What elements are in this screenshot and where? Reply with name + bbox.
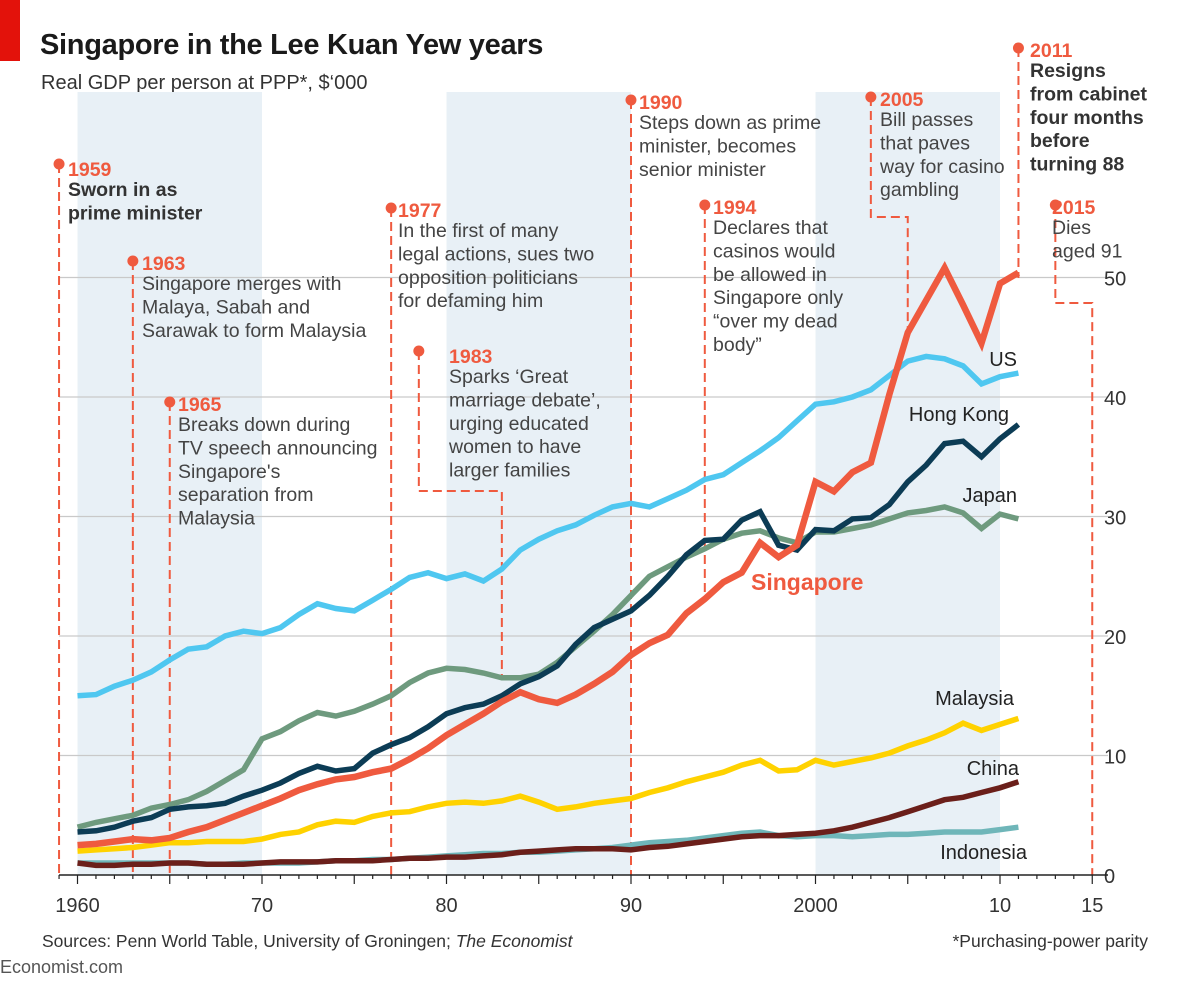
annotation-text-1994: casinos would (713, 240, 835, 262)
annotation-text-1959: prime minister (68, 202, 203, 224)
annotation-text-2015: Dies (1052, 217, 1091, 239)
annotation-text-1994: “over my dead (713, 311, 838, 333)
annotation-text-1965: Breaks down during (178, 414, 350, 436)
x-tick-label: 2000 (793, 895, 838, 917)
annotation-text-2011: four months (1030, 107, 1144, 129)
chart-subtitle: Real GDP per person at PPP*, $‘000 (41, 72, 368, 94)
annotation-dot-2011 (1012, 42, 1024, 54)
annotation-year-1977: 1977 (398, 200, 441, 222)
y-tick-label: 40 (1104, 388, 1126, 410)
annotation-year-1990: 1990 (639, 92, 683, 114)
annotation-text-1965: TV speech announcing (178, 437, 377, 459)
annotation-year-2011: 2011 (1030, 40, 1072, 62)
series-line-us (77, 353, 1019, 699)
x-tick-label: 80 (435, 895, 457, 917)
annotation-text-1983: marriage debate’, (449, 389, 601, 411)
annotation-line-2015 (1054, 205, 1094, 875)
annotation-year-1983: 1983 (449, 346, 493, 368)
annotation-text-1965: separation from (178, 484, 313, 506)
annotation-text-2005: Bill passes (880, 109, 973, 131)
annotation-dot-1977 (385, 202, 397, 214)
x-tick-label: 90 (620, 895, 642, 917)
series-label-singapore: Singapore (751, 569, 863, 595)
brand-watermark: Economist.com (0, 957, 124, 977)
x-tick-label: 10 (989, 895, 1011, 917)
x-tick-label: 1960 (55, 895, 100, 917)
annotation-text-1977: for defaming him (398, 290, 543, 312)
series-label-us: US (989, 349, 1017, 371)
ppp-footnote: *Purchasing-power parity (952, 931, 1148, 951)
annotation-text-1994: be allowed in (713, 264, 827, 286)
series-line-hong_kong (77, 422, 1021, 835)
annotation-year-2015: 2015 (1052, 197, 1096, 219)
annotation-text-2011: turning 88 (1030, 154, 1124, 176)
red-corner-tag (0, 0, 20, 61)
annotation-text-1963: Sarawak to form Malaysia (142, 320, 366, 342)
sources-text: Sources: Penn World Table, University of… (42, 931, 456, 951)
shaded-period-1 (446, 92, 631, 875)
annotation-text-2011: from cabinet (1030, 83, 1148, 105)
series-label-japan: Japan (963, 485, 1018, 507)
sources-note: Sources: Penn World Table, University of… (42, 931, 572, 952)
annotation-line-1983 (417, 351, 503, 680)
y-tick-label: 20 (1104, 627, 1126, 649)
annotation-text-2005: gambling (880, 179, 959, 201)
annotation-text-1994: Declares that (713, 217, 828, 239)
series-line-china (77, 779, 1020, 869)
annotation-text-1963: Singapore merges with (142, 273, 341, 295)
annotation-text-1983: women to have (448, 436, 581, 458)
annotation-dot-1965 (164, 396, 176, 408)
annotation-text-2005: that paves (880, 132, 970, 154)
series-label-indonesia: Indonesia (940, 842, 1028, 864)
annotation-text-2005: way for casino (879, 156, 1005, 178)
annotation-text-1965: Malaysia (178, 508, 255, 530)
annotation-text-1977: opposition politicians (398, 267, 578, 289)
series-label-china: China (967, 758, 1020, 780)
annotation-dot-1959 (53, 158, 65, 170)
y-tick-label: 10 (1104, 747, 1126, 769)
annotation-text-1990: minister, becomes (639, 135, 796, 157)
annotation-text-1990: senior minister (639, 159, 766, 181)
annotation-text-1983: urging educated (449, 413, 589, 435)
y-tick-label: 0 (1104, 866, 1115, 888)
x-tick-label: 15 (1081, 895, 1103, 917)
annotation-text-2015: aged 91 (1052, 240, 1123, 262)
annotation-text-1959: Sworn in as (68, 179, 178, 201)
chart-title: Singapore in the Lee Kuan Yew years (40, 29, 544, 61)
annotation-text-1965: Singapore's (178, 461, 281, 483)
annotation-text-1977: legal actions, sues two (398, 243, 594, 265)
annotation-dot-1990 (625, 94, 637, 106)
annotation-year-1965: 1965 (178, 394, 222, 416)
annotation-line-2005 (869, 97, 909, 335)
annotation-text-1994: body” (713, 334, 762, 356)
annotation-dot-2005 (865, 91, 877, 103)
annotation-year-1959: 1959 (68, 159, 112, 181)
annotation-year-2005: 2005 (880, 89, 924, 111)
series-line-malaysia (77, 715, 1020, 854)
series-label-hong_kong: Hong Kong (909, 404, 1009, 426)
annotation-text-1963: Malaya, Sabah and (142, 296, 310, 318)
series-label-malaysia: Malaysia (935, 688, 1015, 710)
x-tick-label: 70 (251, 895, 273, 917)
series-line-singapore (77, 260, 1021, 849)
annotation-text-2011: Resigns (1030, 60, 1106, 82)
annotation-text-1983: larger families (449, 460, 571, 482)
sources-italic: The Economist (455, 931, 573, 951)
annotation-dot-1963 (127, 255, 139, 267)
annotation-text-1977: In the first of many (398, 220, 559, 242)
annotation-text-1994: Singapore only (713, 287, 843, 309)
y-tick-label: 30 (1104, 508, 1126, 530)
annotation-text-2011: before (1030, 130, 1090, 152)
annotation-year-1963: 1963 (142, 253, 186, 275)
annotation-text-1983: Sparks ‘Great (449, 366, 569, 388)
annotation-dot-2015 (1049, 199, 1061, 211)
y-tick-label: 50 (1104, 269, 1126, 291)
annotation-year-1994: 1994 (713, 197, 757, 219)
annotation-text-1990: Steps down as prime (639, 112, 821, 134)
annotation-dot-1994 (699, 199, 711, 211)
annotation-dot-1983 (413, 345, 425, 357)
